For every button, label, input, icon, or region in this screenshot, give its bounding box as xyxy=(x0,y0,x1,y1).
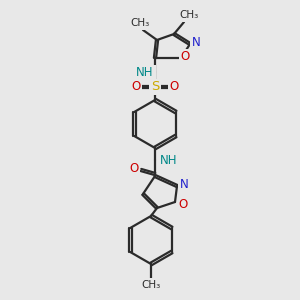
Text: N: N xyxy=(180,178,188,191)
Text: O: O xyxy=(180,50,190,64)
Text: CH₃: CH₃ xyxy=(130,18,150,28)
Text: O: O xyxy=(131,80,141,94)
Text: NH: NH xyxy=(136,67,154,80)
Text: CH₃: CH₃ xyxy=(179,10,199,20)
Text: O: O xyxy=(169,80,178,94)
Text: S: S xyxy=(151,80,159,94)
Text: O: O xyxy=(129,161,139,175)
Text: CH₃: CH₃ xyxy=(141,280,160,290)
Text: N: N xyxy=(192,37,200,50)
Text: NH: NH xyxy=(160,154,178,167)
Text: O: O xyxy=(178,197,188,211)
